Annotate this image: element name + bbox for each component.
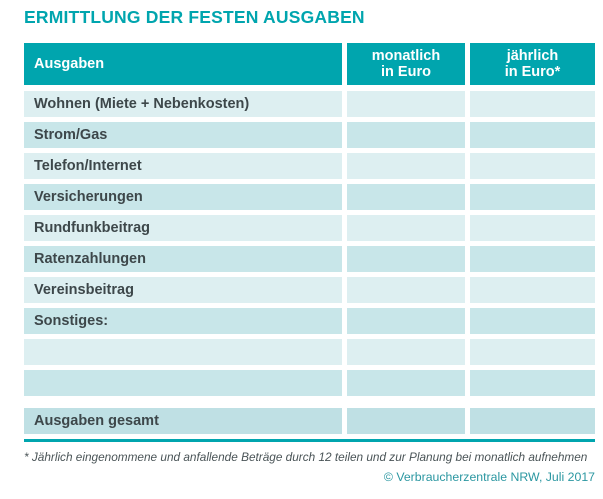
header-cell-yearly: jährlich in Euro* bbox=[470, 43, 595, 85]
table-row: Ratenzahlungen bbox=[24, 246, 595, 272]
header-monthly-line2: in Euro bbox=[381, 64, 431, 80]
table-body: Wohnen (Miete + Nebenkosten) Strom/Gas T… bbox=[24, 91, 595, 396]
monthly-value-cell bbox=[347, 246, 465, 272]
copyright: © Verbraucherzentrale NRW, Juli 2017 bbox=[383, 470, 595, 484]
yearly-value-cell bbox=[470, 277, 595, 303]
table-row: Wohnen (Miete + Nebenkosten) bbox=[24, 91, 595, 117]
header-monthly-line1: monatlich bbox=[371, 48, 441, 64]
yearly-value-cell bbox=[470, 246, 595, 272]
expense-label-cell bbox=[24, 370, 342, 396]
page-title: ERMITTLUNG DER FESTEN AUSGABEN bbox=[24, 7, 365, 27]
table-row: Telefon/Internet bbox=[24, 153, 595, 179]
yearly-value-cell bbox=[470, 370, 595, 396]
yearly-value-cell bbox=[470, 339, 595, 365]
table-row: Versicherungen bbox=[24, 184, 595, 210]
yearly-value-cell bbox=[470, 153, 595, 179]
monthly-value-cell bbox=[347, 215, 465, 241]
expense-label-cell: Rundfunkbeitrag bbox=[24, 215, 342, 241]
expense-label-cell: Versicherungen bbox=[24, 184, 342, 210]
total-yearly-value-cell bbox=[470, 408, 595, 434]
total-label-cell: Ausgaben gesamt bbox=[24, 408, 342, 434]
yearly-value-cell bbox=[470, 122, 595, 148]
header-yearly-line1: jährlich bbox=[506, 48, 559, 64]
table-row bbox=[24, 339, 595, 365]
header-cell-ausgaben: Ausgaben bbox=[24, 43, 342, 85]
monthly-value-cell bbox=[347, 91, 465, 117]
expense-label-cell bbox=[24, 339, 342, 365]
expense-label-cell: Vereinsbeitrag bbox=[24, 277, 342, 303]
monthly-value-cell bbox=[347, 153, 465, 179]
monthly-value-cell bbox=[347, 308, 465, 334]
yearly-value-cell bbox=[470, 308, 595, 334]
yearly-value-cell bbox=[470, 91, 595, 117]
monthly-value-cell bbox=[347, 339, 465, 365]
table-row: Sonstiges: bbox=[24, 308, 595, 334]
monthly-value-cell bbox=[347, 122, 465, 148]
expense-label-cell: Wohnen (Miete + Nebenkosten) bbox=[24, 91, 342, 117]
monthly-value-cell bbox=[347, 277, 465, 303]
expense-label-cell: Strom/Gas bbox=[24, 122, 342, 148]
total-monthly-value-cell bbox=[347, 408, 465, 434]
monthly-value-cell bbox=[347, 370, 465, 396]
yearly-value-cell bbox=[470, 184, 595, 210]
header-yearly-line2: in Euro* bbox=[504, 64, 561, 80]
expense-label-cell: Telefon/Internet bbox=[24, 153, 342, 179]
monthly-value-cell bbox=[347, 184, 465, 210]
table-row: Vereinsbeitrag bbox=[24, 277, 595, 303]
total-row: Ausgaben gesamt bbox=[24, 408, 595, 434]
table-bottom-rule bbox=[24, 439, 595, 442]
table-header-row: Ausgaben monatlich in Euro jährlich in E… bbox=[24, 43, 595, 85]
table-row: Strom/Gas bbox=[24, 122, 595, 148]
table-row bbox=[24, 370, 595, 396]
yearly-value-cell bbox=[470, 215, 595, 241]
expense-label-cell: Sonstiges: bbox=[24, 308, 342, 334]
header-cell-monthly: monatlich in Euro bbox=[347, 43, 465, 85]
footnote: * Jährlich eingenommene und anfallende B… bbox=[24, 450, 588, 464]
expense-label-cell: Ratenzahlungen bbox=[24, 246, 342, 272]
expenses-table: Ausgaben monatlich in Euro jährlich in E… bbox=[24, 43, 595, 434]
table-row: Rundfunkbeitrag bbox=[24, 215, 595, 241]
